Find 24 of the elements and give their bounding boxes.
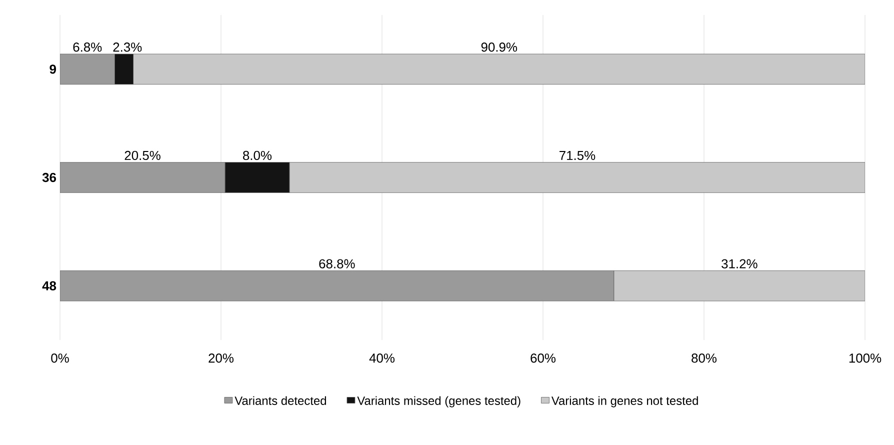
data-label: 90.9%	[481, 42, 518, 52]
legend-label: Variants detected	[234, 396, 326, 405]
legend-label: Variants in genes not tested	[551, 396, 698, 408]
data-label: 2.3%	[113, 42, 142, 52]
bar	[60, 54, 115, 85]
x-tick-label: 60%	[530, 354, 556, 363]
legend-label: Variants missed (genes tested)	[357, 396, 520, 408]
x-tick-label: 20%	[208, 354, 234, 363]
data-label: 31.2%	[722, 259, 758, 268]
bar	[60, 162, 226, 193]
y-tick-label: 36	[42, 172, 56, 182]
bar	[224, 162, 290, 193]
x-tick-label: 100%	[849, 354, 882, 363]
x-tick-label: 0%	[51, 354, 69, 363]
data-label: 8.0%	[243, 150, 272, 160]
data-label: 6.8%	[73, 42, 102, 52]
data-label: 20.5%	[124, 150, 160, 160]
x-tick-label: 40%	[369, 354, 395, 363]
data-label: 68.8%	[319, 259, 355, 268]
y-tick-label: 9	[50, 64, 56, 74]
y-tick-label: 48	[42, 281, 56, 290]
data-label: 71.5%	[560, 150, 596, 160]
x-tick-label: 80%	[692, 354, 717, 363]
bar	[60, 270, 614, 302]
